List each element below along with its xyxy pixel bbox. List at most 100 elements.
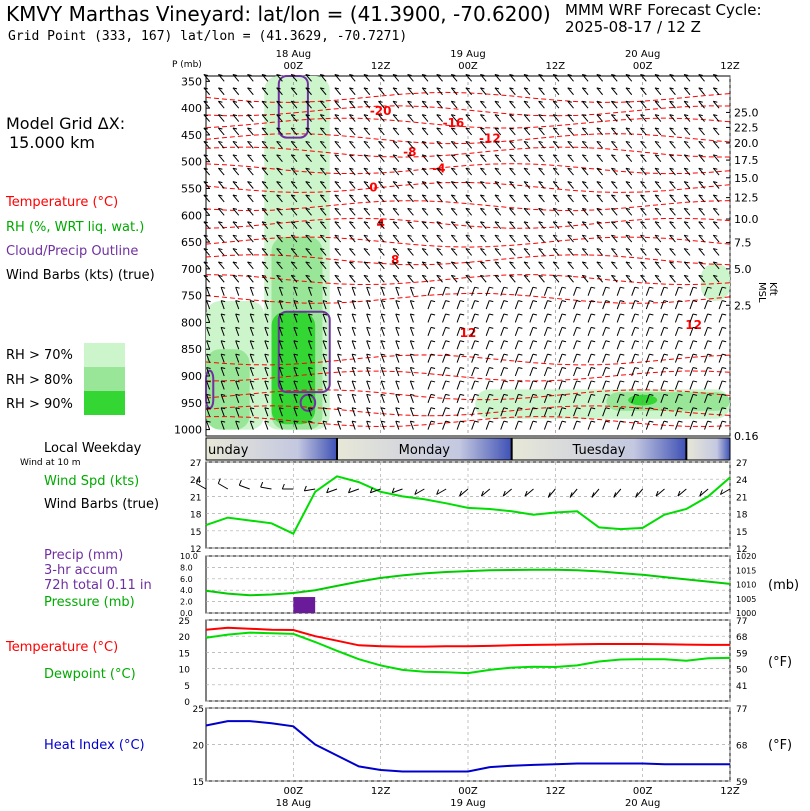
wind-barb xyxy=(436,275,443,283)
wind-barb-feather xyxy=(707,313,712,316)
wind-barb xyxy=(290,261,298,270)
wind-barb-feather xyxy=(663,353,669,356)
wind-barb xyxy=(218,87,225,96)
wind-barb xyxy=(349,248,356,256)
wind-barb-feather xyxy=(474,326,479,329)
wind-barb-feather xyxy=(489,326,494,329)
wind-barb xyxy=(480,275,487,283)
wind-barb-feather xyxy=(407,100,412,103)
wind-barb xyxy=(450,141,458,149)
wind-barb-feather xyxy=(611,234,616,237)
wind-barb xyxy=(640,234,647,243)
wind-barb-feather xyxy=(279,380,284,383)
wind-barb xyxy=(395,367,400,377)
wind-barb-feather xyxy=(553,274,558,277)
wind-barb-feather xyxy=(392,87,398,90)
wind-barb xyxy=(625,167,633,176)
wind-barb-feather xyxy=(308,420,313,423)
wind-barb-feather xyxy=(451,248,456,251)
wind-barb-feather xyxy=(349,167,354,170)
wind-barb-feather xyxy=(206,367,211,370)
wind-barb-feather xyxy=(247,114,252,117)
wind-barb xyxy=(450,221,458,229)
wind-barb xyxy=(645,380,650,390)
wind-barb xyxy=(640,154,647,163)
wind-barb-feather xyxy=(363,274,369,277)
wind-barb-feather xyxy=(640,127,645,130)
wind-barb-feather xyxy=(538,181,543,184)
wind-barb-feather xyxy=(503,326,508,329)
wind-barb-feather xyxy=(407,234,412,237)
wind-barb-feather xyxy=(611,261,616,264)
wind-barb-feather xyxy=(349,194,354,197)
wind-barb-feather xyxy=(465,154,470,157)
wind-barb xyxy=(471,407,476,417)
wind-barb-feather xyxy=(480,114,485,117)
wind-barb-feather xyxy=(337,367,342,370)
wind-barb-feather xyxy=(596,234,601,237)
wind-barb xyxy=(581,154,589,163)
wind-barb xyxy=(573,380,578,390)
wind-barb xyxy=(523,100,531,109)
wind-barb xyxy=(529,407,534,417)
wind-barb xyxy=(305,114,312,122)
wind-barb xyxy=(669,87,676,96)
wind-barb xyxy=(683,100,691,109)
wind-barb-feather xyxy=(363,87,369,90)
grid-point-label: Grid Point (333, 167) lat/lon = (41.3629… xyxy=(8,29,408,44)
rh-swatch-80 xyxy=(84,367,125,391)
wind-barb xyxy=(523,181,531,189)
wind-barb xyxy=(596,234,604,243)
wind-barb xyxy=(616,300,621,310)
wind-barb-feather xyxy=(576,353,581,356)
wind-barb xyxy=(407,208,414,216)
wind-barb-feather xyxy=(276,87,281,90)
wind-barb xyxy=(718,287,723,296)
wind-barb-feather xyxy=(218,100,223,103)
wind-barb xyxy=(523,194,531,203)
wind-barb-feather xyxy=(611,221,616,224)
wind-barb xyxy=(319,167,327,176)
wind-barb-feather xyxy=(293,407,299,410)
wind-barb-feather xyxy=(713,181,718,184)
wind-barb xyxy=(465,114,473,122)
wind-barb xyxy=(349,234,356,243)
wind-barb xyxy=(293,407,298,417)
wind-barb xyxy=(573,287,578,296)
wind-barb-feather xyxy=(474,313,479,316)
wind-barb-feather xyxy=(523,140,529,143)
wind-barb-feather xyxy=(722,353,727,356)
wind-barb-feather xyxy=(576,326,581,329)
wind-barb xyxy=(337,394,342,403)
wind-barb xyxy=(514,394,519,403)
wind-barb-feather xyxy=(366,326,371,329)
wind-barb xyxy=(290,275,298,283)
wind-barb-feather xyxy=(322,380,328,383)
wind-barb xyxy=(442,287,447,296)
wind-barb-feather xyxy=(692,393,698,396)
wind-barb-feather xyxy=(532,380,538,383)
wind-barb-feather xyxy=(591,340,596,343)
wind-barb xyxy=(704,380,709,390)
wind-barb xyxy=(485,327,490,336)
wind-barb-feather xyxy=(247,140,252,143)
isotherm-label: 8 xyxy=(391,253,399,267)
wind-barb-feather xyxy=(582,87,587,90)
wind-barb-feather xyxy=(567,154,572,157)
wind-barb-feather xyxy=(250,286,255,289)
wind-barb xyxy=(334,234,342,243)
wind-barb-feather xyxy=(291,100,296,103)
wind-barb-feather xyxy=(291,140,296,143)
isotherm-label: -20 xyxy=(370,104,392,118)
wind-barb-feather xyxy=(445,380,450,383)
wind-barb-feather xyxy=(218,114,223,117)
wind-barb-feather xyxy=(279,286,284,289)
wind-barb-feather xyxy=(203,194,208,197)
wind-barb xyxy=(602,287,607,296)
wind-speed-label: Wind Spd (kts) xyxy=(44,474,140,489)
wind-barb xyxy=(704,420,709,430)
wind-barb xyxy=(261,141,269,149)
wind-barb-feather xyxy=(532,313,538,316)
wind-barb-feather xyxy=(625,207,631,210)
wind-barb-feather xyxy=(532,300,538,303)
